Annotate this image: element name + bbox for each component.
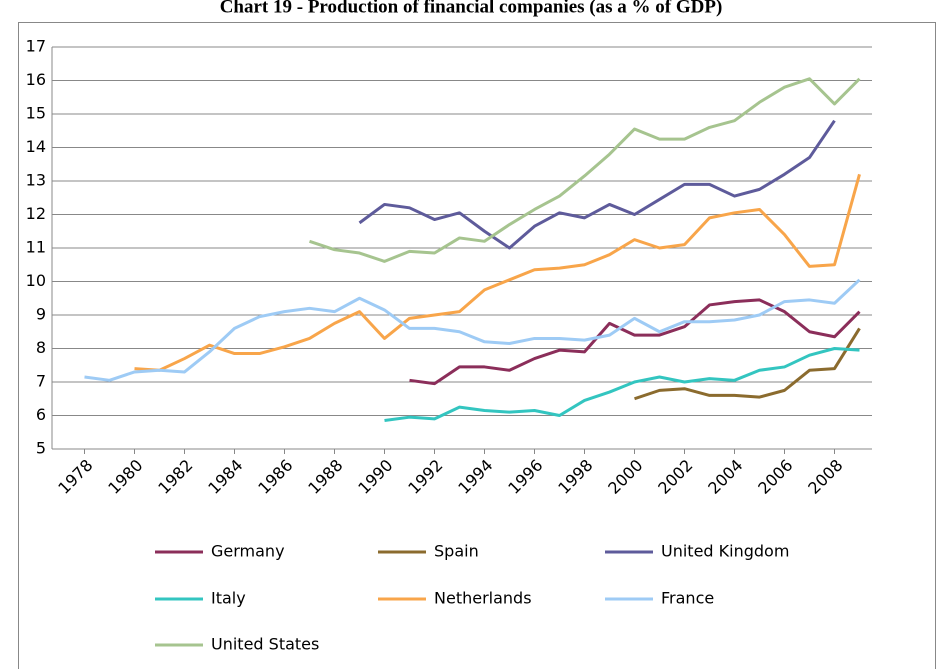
series-line [384, 347, 860, 423]
legend-label: United Kingdom [661, 542, 789, 561]
series-line [134, 173, 861, 372]
y-tick-label: 7 [36, 372, 46, 391]
y-tick-label: 9 [36, 305, 46, 324]
y-tick-label: 14 [26, 137, 46, 156]
chart-border [18, 22, 936, 669]
series-line [358, 119, 836, 250]
series-line [84, 278, 861, 382]
legend-label: Spain [434, 542, 479, 561]
series-line [634, 327, 861, 401]
y-tick-label: 11 [26, 238, 46, 257]
series-line [309, 77, 861, 263]
legend-label: United States [211, 635, 319, 654]
y-tick-label: 16 [26, 70, 46, 89]
y-tick-label: 13 [26, 171, 46, 190]
y-tick-label: 10 [26, 271, 46, 290]
chart-title: Chart 19 - Production of financial compa… [220, 0, 723, 17]
legend-label: Netherlands [434, 589, 532, 608]
y-tick-label: 12 [26, 204, 46, 223]
y-tick-label: 17 [26, 37, 46, 56]
y-tick-label: 15 [26, 104, 46, 123]
y-tick-label: 5 [36, 439, 46, 458]
legend-label: France [661, 589, 714, 608]
legend-label: Italy [211, 589, 246, 608]
series-line [409, 298, 861, 386]
y-tick-label: 8 [36, 338, 46, 357]
legend-label: Germany [211, 542, 285, 561]
y-tick-label: 6 [36, 405, 46, 424]
